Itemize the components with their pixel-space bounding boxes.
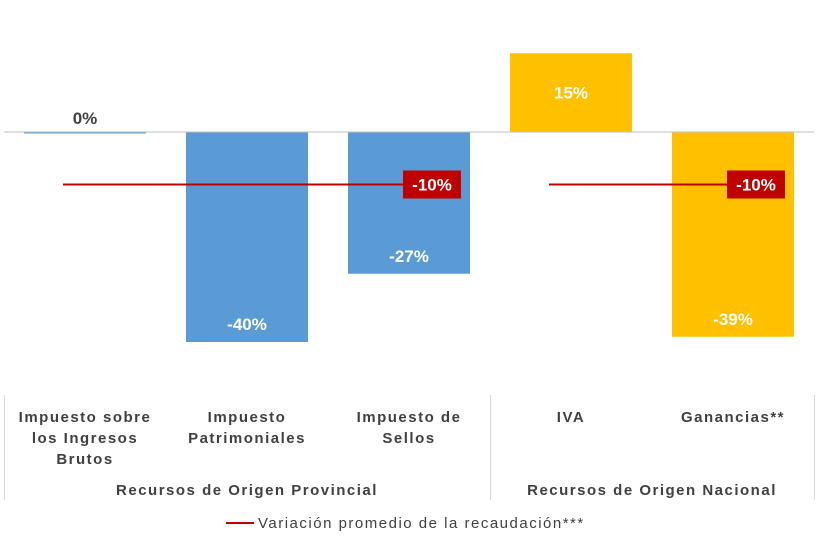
bar-1 [186,132,308,342]
bars-layer [24,53,794,342]
data-label-4: -39% [713,310,753,329]
category-label-3-line-0: IVA [557,409,585,426]
category-labels-layer: Impuesto sobre los Ingresos Brutos Impuesto… [19,409,785,468]
group-labels-layer: Recursos de Origen Provincial Recursos de… [116,482,777,499]
group-label-1: Recursos de Origen Nacional [527,482,777,499]
data-label-0: 0% [73,109,98,128]
legend: Variación promedio de la recaudación*** [226,515,585,532]
category-label-2-line-1: Sellos [382,430,435,447]
group-label-0: Recursos de Origen Provincial [116,482,378,499]
category-label-0-line-1: los Ingresos [32,430,138,447]
bar-2 [348,132,470,274]
category-label-0-line-0: Impuesto sobre [19,409,152,426]
category-label-0-line-2: Brutos [56,451,113,468]
legend-label: Variación promedio de la recaudación*** [258,515,585,532]
data-label-2: -27% [389,247,429,266]
category-label-4-line-0: Ganancias** [681,409,785,426]
category-label-2-line-0: Impuesto de [357,409,462,426]
bar-4 [672,132,794,337]
data-label-1: -40% [227,315,267,334]
average-lines-layer: -10% -10% [63,170,785,199]
average-label-1: -10% [736,176,776,195]
average-label-box-1 [727,170,785,199]
average-label-0: -10% [412,176,452,195]
category-label-1-line-1: Patrimoniales [188,430,306,447]
category-table-lines [4,395,815,500]
bar-3 [510,53,632,132]
average-label-box-0 [403,170,461,199]
category-label-1-line-0: Impuesto [208,409,287,426]
data-labels-layer: 0% -40% -27% 15% -39% [73,84,753,334]
data-label-3: 15% [554,84,588,103]
